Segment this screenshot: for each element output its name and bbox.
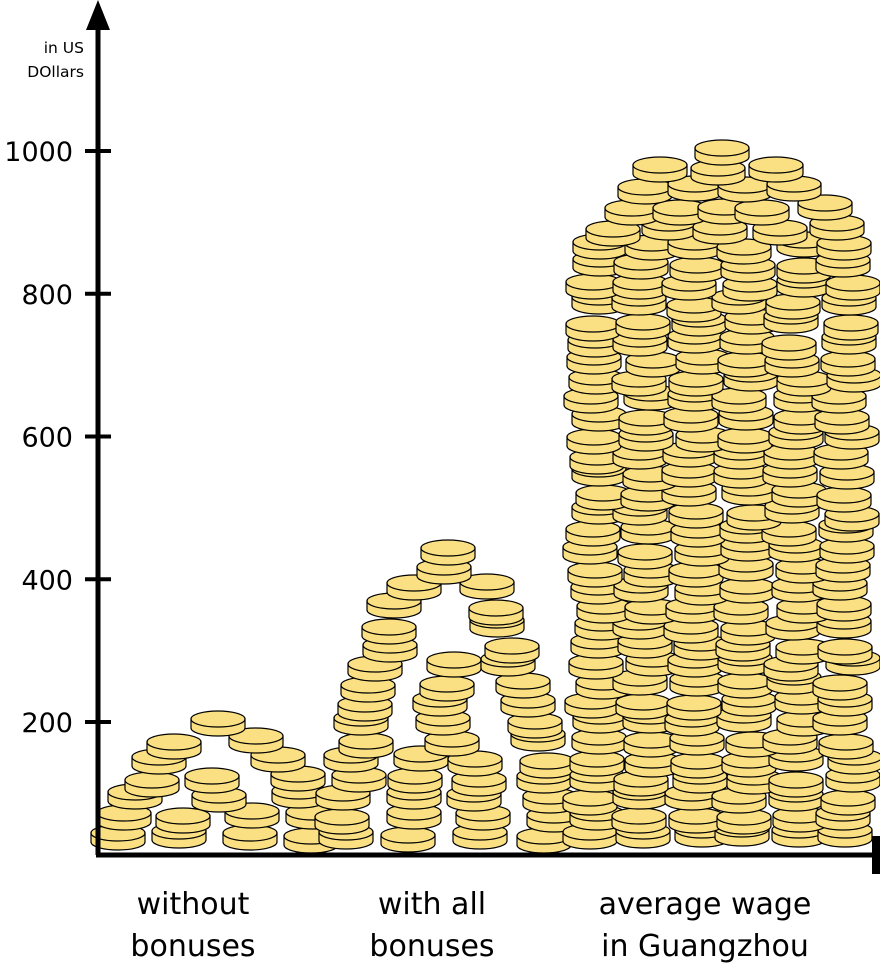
coin	[568, 653, 624, 680]
coin	[734, 199, 790, 226]
coin	[387, 767, 443, 794]
category-label-line-1: average wage	[598, 887, 812, 922]
coin	[816, 595, 872, 622]
coin	[585, 220, 641, 247]
coin	[711, 387, 767, 414]
coin-stacks	[90, 139, 880, 854]
coin	[666, 694, 722, 721]
coin	[717, 351, 773, 378]
coin	[820, 789, 876, 816]
coin	[768, 771, 824, 798]
coin	[224, 802, 280, 829]
coin	[617, 543, 673, 570]
category-label-average-wage: average wage in Guangzhou	[575, 884, 835, 968]
category-label-without-bonuses: without bonuses	[98, 884, 288, 968]
coin	[825, 274, 880, 301]
axes	[86, 0, 880, 874]
coin	[821, 328, 877, 355]
category-label-line-1: with all	[377, 887, 487, 922]
coin	[420, 539, 476, 566]
coin	[765, 293, 821, 320]
coin	[611, 370, 667, 397]
coin	[617, 178, 673, 205]
coin	[823, 314, 879, 341]
category-label-line-2: bonuses	[369, 929, 495, 964]
coin	[519, 752, 575, 779]
coin	[694, 139, 750, 166]
coin	[717, 672, 773, 699]
coin	[818, 733, 874, 760]
coin	[632, 156, 688, 183]
coin	[668, 502, 724, 529]
coin	[484, 637, 540, 664]
coin	[618, 409, 674, 436]
category-label-line-2: in Guangzhou	[601, 929, 809, 964]
coin	[565, 315, 621, 342]
category-label-line-2: bonuses	[130, 929, 256, 964]
coin	[155, 807, 211, 834]
coin	[719, 328, 775, 355]
coin	[668, 370, 724, 397]
coin	[748, 156, 804, 183]
y-tick-label: 800	[21, 280, 73, 311]
y-tick-label: 400	[21, 565, 73, 596]
y-tick-label: 1000	[4, 137, 73, 168]
coin	[717, 427, 773, 454]
coin	[190, 710, 246, 737]
coin	[314, 808, 370, 835]
coin	[819, 537, 875, 564]
coin	[419, 675, 475, 702]
y-axis-unit-line-1: in US	[43, 39, 84, 57]
coin	[459, 573, 515, 600]
coin	[191, 786, 247, 813]
coin	[669, 256, 725, 283]
coin	[670, 752, 726, 779]
coin	[617, 632, 673, 659]
coin	[338, 732, 394, 759]
coin	[222, 824, 278, 851]
coin	[762, 728, 818, 755]
coin	[361, 618, 417, 645]
coin	[612, 273, 668, 300]
coin	[565, 520, 621, 547]
y-ticks: 200 400 600 800 1000	[4, 137, 111, 739]
coin	[819, 463, 875, 490]
coin	[562, 789, 618, 816]
coin	[495, 672, 551, 699]
coin	[812, 674, 868, 701]
coin	[652, 199, 708, 226]
category-label-line-1: without	[136, 887, 250, 922]
coin	[468, 599, 524, 626]
coin	[184, 767, 240, 794]
y-axis-unit-label: in US DOllars	[0, 36, 84, 84]
coin	[611, 807, 667, 834]
coin	[426, 651, 482, 678]
coin	[820, 350, 876, 377]
coin	[146, 733, 202, 760]
coin	[615, 313, 671, 340]
coin	[380, 826, 436, 853]
coin	[668, 807, 724, 834]
coin	[719, 577, 775, 604]
coin	[615, 693, 671, 720]
y-axis-arrow-icon	[86, 0, 110, 30]
coin	[565, 273, 621, 300]
y-axis-unit-line-2: DOllars	[27, 63, 84, 81]
coin	[567, 561, 623, 588]
coin	[566, 428, 622, 455]
coin	[124, 771, 180, 798]
coin	[816, 486, 872, 513]
coin	[761, 334, 817, 361]
category-label-with-all-bonuses: with all bonuses	[337, 884, 527, 968]
coin	[569, 750, 625, 777]
coin	[817, 638, 873, 665]
y-tick-label: 200	[21, 708, 73, 739]
y-tick-label: 600	[21, 423, 73, 454]
